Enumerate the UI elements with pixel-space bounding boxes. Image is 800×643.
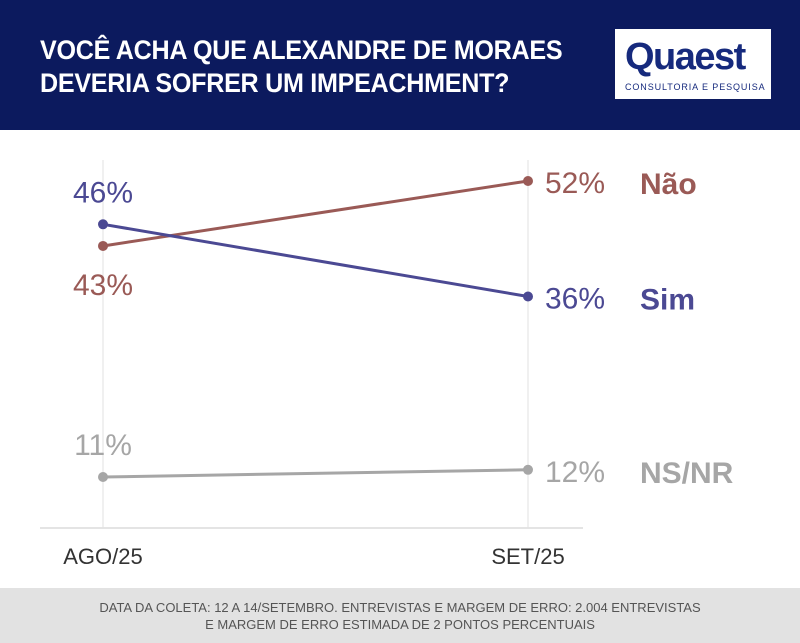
data-point-sim xyxy=(523,291,533,302)
data-label-nao: 52% xyxy=(545,167,605,200)
header-banner: VOCÊ ACHA QUE ALEXANDRE DE MORAES DEVERI… xyxy=(0,0,800,130)
data-point-sim xyxy=(98,219,108,230)
data-label-ns-nr: 12% xyxy=(545,456,605,489)
footer-line-1: DATA DA COLETA: 12 A 14/SETEMBRO. ENTREV… xyxy=(99,600,701,615)
data-label-sim: 46% xyxy=(73,176,133,209)
series-line-ns-nr xyxy=(102,468,529,479)
x-tick-label: SET/25 xyxy=(491,544,564,569)
quaest-logo: Quaest CONSULTORIA E PESQUISA xyxy=(615,29,771,99)
data-point-nao xyxy=(98,240,108,251)
chart-title-line-2: DEVERIA SOFRER UM IMPEACHMENT? xyxy=(40,68,510,98)
series-line-sim xyxy=(102,222,529,298)
data-point-nao xyxy=(523,175,533,186)
data-label-sim: 36% xyxy=(545,283,605,316)
chart-title: VOCÊ ACHA QUE ALEXANDRE DE MORAES DEVERI… xyxy=(40,34,563,100)
logo-subtitle: CONSULTORIA E PESQUISA xyxy=(625,82,766,92)
chart-title-line-1: VOCÊ ACHA QUE ALEXANDRE DE MORAES xyxy=(40,35,563,65)
line-chart: AGO/25 SET/25 43% 52% Não 46% 36% Sim 11% 12% NS/N… xyxy=(40,160,734,569)
legend-label-ns-nr: NS/NR xyxy=(640,457,734,490)
data-label-nao: 43% xyxy=(73,269,133,302)
logo-wordmark: Quaest xyxy=(625,36,746,78)
data-label-ns-nr: 11% xyxy=(74,429,132,462)
footer-line-2: E MARGEM DE ERRO ESTIMADA DE 2 PONTOS PE… xyxy=(205,617,595,632)
legend-label-sim: Sim xyxy=(640,284,695,317)
data-point-ns-nr xyxy=(523,464,533,475)
legend-label-nao: Não xyxy=(640,168,697,201)
x-tick-label: AGO/25 xyxy=(63,544,142,569)
footer-note: DATA DA COLETA: 12 A 14/SETEMBRO. ENTREV… xyxy=(0,588,800,643)
data-point-ns-nr xyxy=(98,472,108,482)
